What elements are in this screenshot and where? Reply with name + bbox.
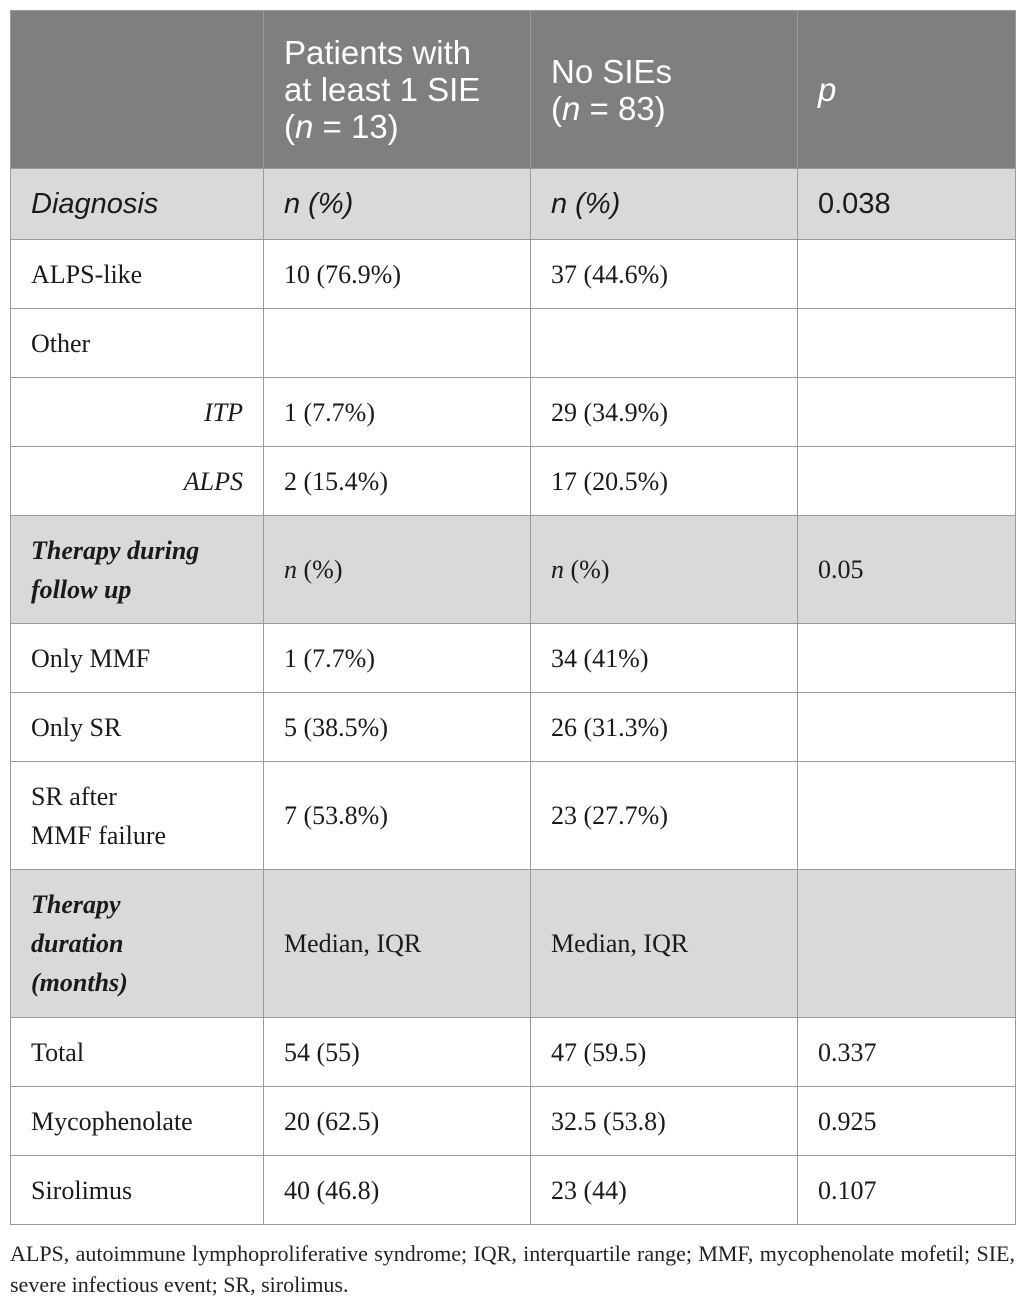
table-row: Mycophenolate 20 (62.5) 32.5 (53.8) 0.92… xyxy=(10,1086,1016,1156)
section-row-therapy: Therapy during follow up n (%) n (%) 0.05 xyxy=(10,515,1016,624)
table-cell: 5 (38.5%) xyxy=(263,692,531,762)
section-label-text: follow up xyxy=(31,574,132,604)
table-cell: 47 (59.5) xyxy=(530,1017,798,1087)
table-cell: 1 (7.7%) xyxy=(263,377,531,447)
table-cell: 23 (44) xyxy=(530,1155,798,1225)
section-label: Therapy duration (months) xyxy=(10,869,264,1018)
cell-text: n xyxy=(284,555,297,584)
table-cell: n (%) xyxy=(530,515,798,624)
row-label: ALPS xyxy=(10,446,264,516)
row-label: Sirolimus xyxy=(10,1155,264,1225)
table-cell xyxy=(797,623,1016,693)
table-row: Other xyxy=(10,308,1016,378)
table-cell: 29 (34.9%) xyxy=(530,377,798,447)
row-label: ALPS-like xyxy=(10,239,264,309)
table-row: SR after MMF failure 7 (53.8%) 23 (27.7%) xyxy=(10,761,1016,870)
table-cell: 7 (53.8%) xyxy=(263,761,531,870)
table-cell: 54 (55) xyxy=(263,1017,531,1087)
row-label-text: SR after xyxy=(31,781,117,811)
header-empty-cell xyxy=(10,10,264,169)
table-cell: 0.337 xyxy=(797,1017,1016,1087)
table-cell: Median, IQR xyxy=(263,869,531,1018)
table-cell: n (%) xyxy=(263,515,531,624)
row-label: Total xyxy=(10,1017,264,1087)
table-footnote: ALPS, autoimmune lymphoproliferative syn… xyxy=(10,1241,1015,1297)
section-label-text: duration xyxy=(31,929,124,958)
table-cell: 1 (7.7%) xyxy=(263,623,531,693)
table-cell xyxy=(263,308,531,378)
section-label-text: Therapy during xyxy=(31,535,200,565)
section-label: Diagnosis xyxy=(10,168,264,240)
table-header-row: Patients with at least 1 SIE (n = 13) No S… xyxy=(10,10,1016,169)
header-n: n xyxy=(562,89,581,127)
table-cell xyxy=(797,377,1016,447)
row-label: Only SR xyxy=(10,692,264,762)
header-p-value: p xyxy=(797,10,1016,169)
table-cell: 40 (46.8) xyxy=(263,1155,531,1225)
row-label-text: MMF failure xyxy=(31,820,167,850)
table-cell: 32.5 (53.8) xyxy=(530,1086,798,1156)
table-cell: n (%) xyxy=(263,168,531,240)
table-cell: 0.05 xyxy=(797,515,1016,624)
table-cell: 37 (44.6%) xyxy=(530,239,798,309)
table-row: Total 54 (55) 47 (59.5) 0.337 xyxy=(10,1017,1016,1087)
header-sie-patients: Patients with at least 1 SIE (n = 13) xyxy=(263,10,531,169)
header-text: Patients with xyxy=(284,34,472,71)
section-row-diagnosis: Diagnosis n (%) n (%) 0.038 xyxy=(10,168,1016,240)
row-label: Mycophenolate xyxy=(10,1086,264,1156)
section-label-text: Therapy xyxy=(31,890,121,919)
table-cell xyxy=(797,692,1016,762)
header-text: = 83) xyxy=(580,89,666,127)
table-row: ALPS-like 10 (76.9%) 37 (44.6%) xyxy=(10,239,1016,309)
table-cell: 0.107 xyxy=(797,1155,1016,1225)
section-label-text: (months) xyxy=(31,968,128,997)
table-cell: 0.925 xyxy=(797,1086,1016,1156)
table-cell xyxy=(797,239,1016,309)
cell-text: n xyxy=(551,555,564,584)
table-cell: 0.038 xyxy=(797,168,1016,240)
header-text: p xyxy=(818,71,837,108)
table-cell xyxy=(797,761,1016,870)
table-row: ITP 1 (7.7%) 29 (34.9%) xyxy=(10,377,1016,447)
section-row-duration: Therapy duration (months) Median, IQR Medi… xyxy=(10,869,1016,1018)
header-n: n xyxy=(295,108,314,145)
table-cell xyxy=(797,869,1016,1018)
header-text: at least 1 SIE xyxy=(284,71,481,108)
table-cell xyxy=(530,308,798,378)
table-cell: 17 (20.5%) xyxy=(530,446,798,516)
section-label: Therapy during follow up xyxy=(10,515,264,624)
table-cell: n (%) xyxy=(530,168,798,240)
table-cell: Median, IQR xyxy=(530,869,798,1018)
data-table: Patients with at least 1 SIE (n = 13) No S… xyxy=(10,10,1016,1225)
table-cell: 26 (31.3%) xyxy=(530,692,798,762)
row-label: SR after MMF failure xyxy=(10,761,264,870)
row-label: Only MMF xyxy=(10,623,264,693)
table-row: Sirolimus 40 (46.8) 23 (44) 0.107 xyxy=(10,1155,1016,1225)
table-cell: 23 (27.7%) xyxy=(530,761,798,870)
table-cell: 20 (62.5) xyxy=(263,1086,531,1156)
table-row: Only SR 5 (38.5%) 26 (31.3%) xyxy=(10,692,1016,762)
header-no-sie: No SIEs (n = 83) xyxy=(530,10,798,169)
cell-text: (%) xyxy=(297,555,343,584)
header-text: No SIEs xyxy=(551,52,673,90)
table-cell xyxy=(797,446,1016,516)
row-label: Other xyxy=(10,308,264,378)
table-cell: 34 (41%) xyxy=(530,623,798,693)
table-row: ALPS 2 (15.4%) 17 (20.5%) xyxy=(10,446,1016,516)
table-row: Only MMF 1 (7.7%) 34 (41%) xyxy=(10,623,1016,693)
table-cell: 2 (15.4%) xyxy=(263,446,531,516)
table-cell: 10 (76.9%) xyxy=(263,239,531,309)
header-text: = 13) xyxy=(313,108,399,145)
table-cell xyxy=(797,308,1016,378)
row-label: ITP xyxy=(10,377,264,447)
cell-text: (%) xyxy=(564,555,610,584)
